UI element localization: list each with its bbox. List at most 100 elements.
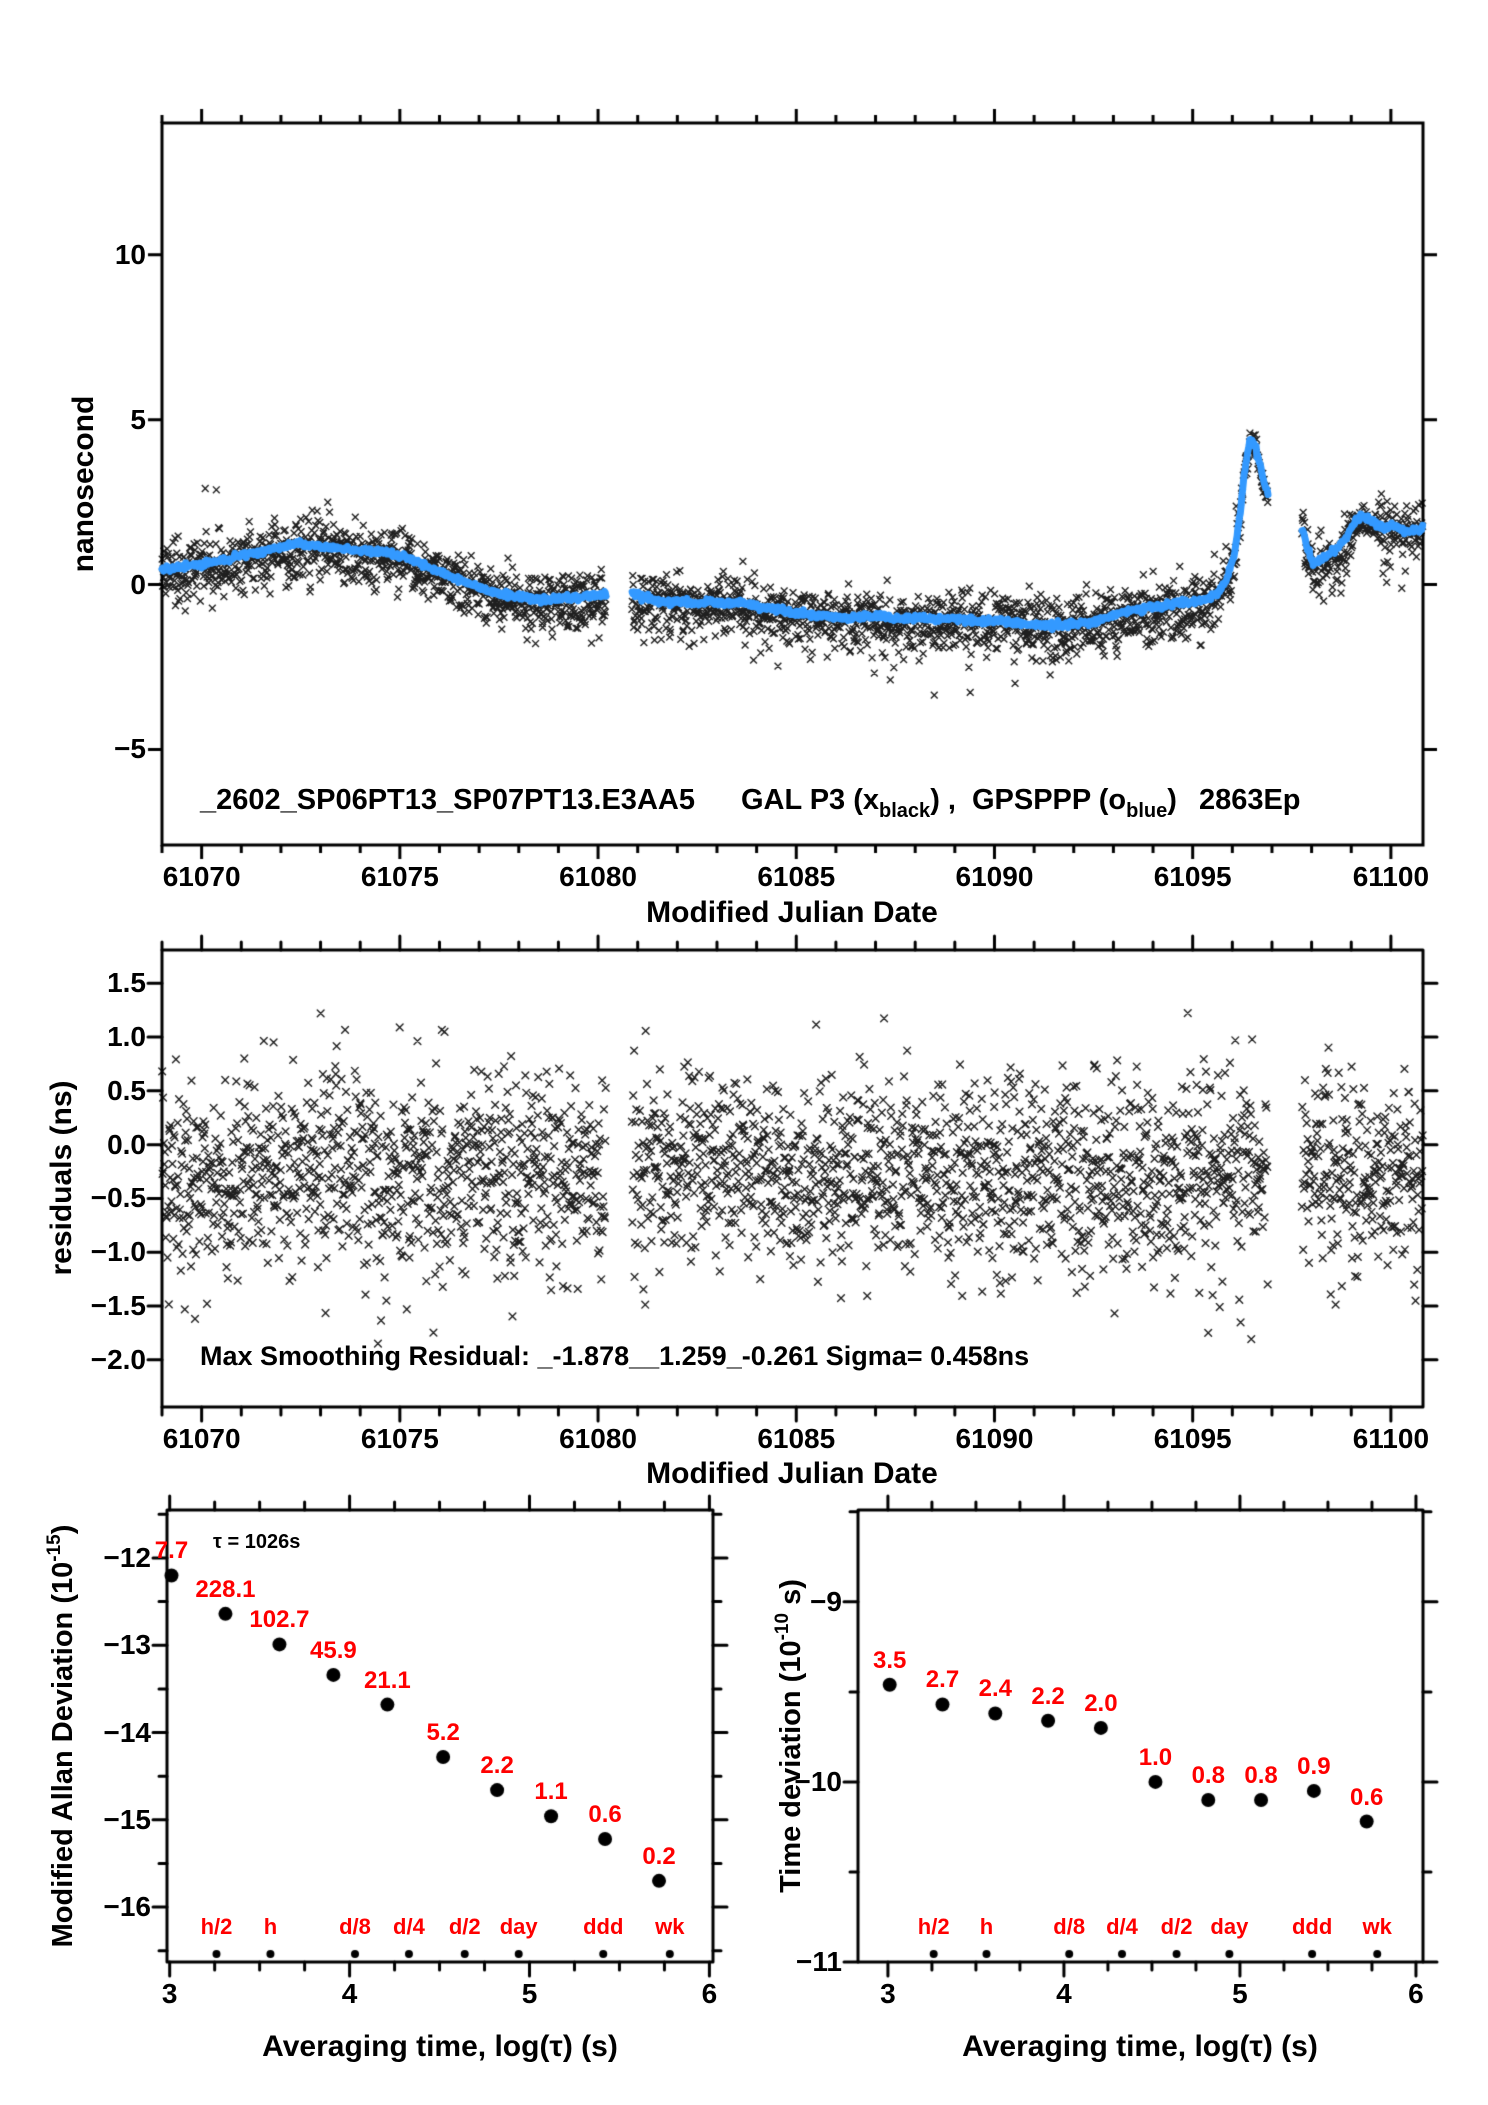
panel1-title-sub-blue: blue — [1126, 800, 1168, 822]
panel1-x-tick-label: 61070 — [162, 861, 241, 892]
panel3-tau-mark-label: d/2 — [448, 1914, 481, 1939]
panel2-x-tick-label: 61100 — [1352, 1423, 1430, 1454]
panel3-point-value-label: 1.1 — [534, 1778, 568, 1806]
panel1-y-tick-label: −5 — [114, 733, 146, 765]
panel2-x-tick-label: 61075 — [360, 1423, 439, 1454]
panel2-y-tick-label: −0.5 — [90, 1182, 146, 1214]
panel4-y-axis-label: Time deviation (10-10 s) — [772, 1579, 808, 1893]
panel3-point-value-label: 102.7 — [249, 1606, 310, 1634]
panel3-x-tick-label: 6 — [701, 1978, 718, 2009]
panel4-tau-mark-label: d/4 — [1106, 1914, 1138, 1939]
panel2-y-tick-label: 1.5 — [107, 967, 146, 999]
panel3-x-tick-label: 3 — [161, 1978, 178, 2009]
panel4-point-value-label: 0.9 — [1297, 1752, 1331, 1780]
panel4-x-tick-label: 6 — [1408, 1978, 1424, 2009]
panel1-title-series1: GAL P3 (x — [740, 784, 880, 816]
panel1-title-epochs: 2863Ep — [1198, 784, 1301, 816]
panel4-tau-mark-label: ddd — [1291, 1914, 1333, 1939]
panel1-x-tick-label: 61080 — [559, 861, 637, 892]
panel1-y-axis-label: nanosecond — [67, 395, 100, 573]
panel3-tau-mark-label: d/4 — [393, 1914, 425, 1939]
panel3-point-value-label: 7.7 — [154, 1537, 189, 1565]
panel3-y-label-sup: -15 — [44, 1534, 65, 1562]
panel4-point-value-label: 0.6 — [1349, 1783, 1384, 1811]
panel1-title-filename: _2602_SP06PT13_SP07PT13.E3AA5 — [200, 784, 695, 816]
panel4-tau-mark-label: day — [1210, 1914, 1249, 1939]
panel4-point-value-label: 0.8 — [1191, 1761, 1225, 1789]
panel4-point-value-label: 2.2 — [1031, 1682, 1065, 1710]
panel1-y-tick-label: 0 — [130, 568, 146, 600]
panel2-y-tick-label: −1.5 — [90, 1289, 146, 1321]
panel1-x-tick-label: 61095 — [1153, 861, 1232, 892]
panel3-y-axis-label: Modified Allan Deviation (10-15) — [44, 1525, 80, 1948]
panel4-point-value-label: 0.8 — [1244, 1761, 1278, 1789]
panel1-y-tick-label: 5 — [130, 403, 146, 435]
panel3-point-value-label: 5.2 — [426, 1718, 460, 1746]
panel2-x-tick-label: 61070 — [162, 1423, 241, 1454]
panel4-tau-mark-label: h — [979, 1914, 994, 1939]
panel4-point-value-label: 2.0 — [1084, 1689, 1118, 1717]
panel3-y-label-pre: Modified Allan Deviation (10 — [47, 1561, 79, 1948]
panel4-y-label-post: s) — [775, 1579, 807, 1613]
panel1-title-sub-black: black — [879, 800, 931, 822]
panel3-y-label-post: ) — [47, 1524, 79, 1535]
panel3-tau-mark-label: h — [263, 1914, 278, 1939]
panel2-x-tick-label: 61095 — [1153, 1423, 1232, 1454]
panel1-title-series2: GPSPPP (o — [971, 784, 1127, 816]
panel4-x-tick-label: 4 — [1056, 1978, 1072, 2009]
panel1-title-paren: ) — [1167, 784, 1177, 816]
panel3-y-tick-label: −12 — [103, 1541, 152, 1573]
panel1-x-axis-label: Modified Julian Date — [646, 896, 938, 929]
panel4-tau-mark-label: d/2 — [1160, 1914, 1193, 1939]
panel1-x-tick-label: 61075 — [360, 861, 439, 892]
panel1-x-tick-label: 61090 — [955, 861, 1034, 892]
panel2-x-tick-label: 61090 — [955, 1423, 1034, 1454]
panel4-x-axis-label: Averaging time, log(τ) (s) — [962, 2030, 1318, 2063]
panel3-tau-mark-label: ddd — [583, 1914, 624, 1939]
panel1-title: _2602_SP06PT13_SP07PT13.E3AA5 GAL P3 (xbl… — [200, 784, 1301, 823]
panel3-x-axis-label: Averaging time, log(τ) (s) — [262, 2030, 618, 2063]
panel4-x-tick-label: 3 — [880, 1978, 896, 2009]
panel3-y-tick-label: −14 — [103, 1716, 152, 1748]
panel2-x-axis-label: Modified Julian Date — [646, 1457, 938, 1490]
panel3-tau-mark-label: wk — [655, 1914, 685, 1939]
panel2-x-tick-label: 61080 — [559, 1423, 637, 1454]
panel4-y-tick-label: −11 — [796, 1946, 842, 1977]
panel3-point-value-label: 2.2 — [480, 1752, 514, 1780]
panel3-y-tick-label: −16 — [103, 1891, 152, 1923]
panel4-y-tick-label: −9 — [810, 1585, 842, 1617]
panel3-tau-mark-label: day — [499, 1914, 538, 1939]
panel4-point-value-label: 3.5 — [872, 1646, 907, 1674]
panel3-x-tick-label: 4 — [341, 1978, 358, 2009]
panel3-x-tick-label: 5 — [521, 1978, 538, 2009]
panel2-max-residual-annotation: Max Smoothing Residual: _-1.878__1.259_-… — [200, 1341, 1030, 1371]
panel1-x-tick-label: 61085 — [757, 861, 836, 892]
panel3-point-value-label: 21.1 — [364, 1666, 411, 1694]
panel4-tau-mark-label: wk — [1362, 1914, 1392, 1939]
panel3-point-value-label: 228.1 — [195, 1575, 256, 1603]
panel2-y-tick-label: −2.0 — [90, 1343, 146, 1375]
panel3-y-tick-label: −13 — [103, 1629, 152, 1661]
panel4-y-tick-label: −10 — [794, 1765, 843, 1797]
panel3-y-tick-label: −15 — [103, 1803, 152, 1835]
panel1-y-tick-label: 10 — [114, 238, 146, 270]
panel4-y-label-sup: -10 — [772, 1612, 793, 1641]
panel3-point-value-label: 0.6 — [588, 1800, 622, 1828]
panel3-point-value-label: 45.9 — [310, 1636, 357, 1664]
panel2-y-tick-label: 1.0 — [107, 1021, 146, 1053]
panel3-tau-mark-label: d/8 — [339, 1914, 371, 1939]
panel3-tau-mark-label: h/2 — [200, 1914, 233, 1939]
panel4-point-value-label: 2.7 — [925, 1666, 960, 1694]
panel3-point-value-label: 0.2 — [642, 1842, 676, 1870]
panel2-y-tick-label: 0.0 — [107, 1128, 146, 1160]
panel3-tau-annotation: τ = 1026s — [213, 1531, 301, 1553]
panel4-point-value-label: 2.4 — [978, 1675, 1012, 1703]
panel1-x-tick-label: 61100 — [1352, 861, 1430, 892]
panel4-point-value-label: 1.0 — [1138, 1743, 1173, 1771]
panel2-y-tick-label: 0.5 — [107, 1074, 146, 1106]
panel1-title-comma: ) , — [930, 784, 956, 816]
panel2-x-tick-label: 61085 — [757, 1423, 836, 1454]
panel4-x-tick-label: 5 — [1232, 1978, 1248, 2009]
